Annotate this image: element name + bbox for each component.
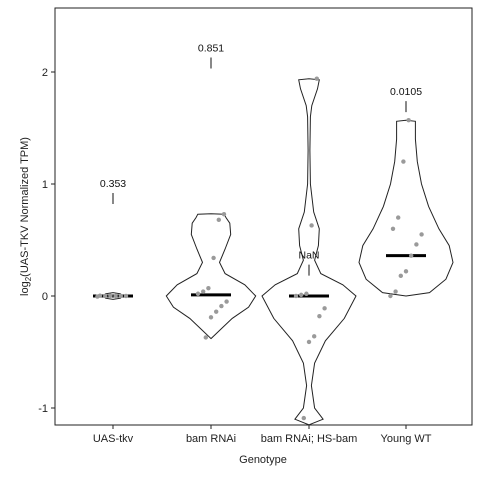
points-layer bbox=[95, 76, 424, 421]
data-point bbox=[409, 253, 414, 258]
data-point bbox=[403, 269, 409, 274]
x-tick-label: bam RNAi bbox=[186, 433, 236, 445]
data-point bbox=[103, 293, 108, 299]
y-tick-label: -1 bbox=[38, 403, 48, 415]
data-point bbox=[123, 293, 129, 299]
data-point bbox=[293, 293, 299, 299]
y-tick-label: 1 bbox=[42, 179, 48, 191]
data-point bbox=[201, 289, 206, 294]
data-point bbox=[299, 292, 304, 298]
p-value-label: 0.0105 bbox=[390, 86, 422, 98]
data-point bbox=[108, 293, 113, 298]
data-point bbox=[312, 334, 317, 339]
data-point bbox=[214, 309, 219, 314]
violin-shape bbox=[261, 78, 357, 426]
data-point bbox=[401, 159, 406, 164]
data-point bbox=[314, 76, 319, 81]
p-value-label: 0.851 bbox=[198, 42, 224, 54]
data-point bbox=[219, 303, 224, 309]
data-point bbox=[208, 315, 214, 320]
p-value-label: 0.353 bbox=[100, 178, 126, 190]
x-axis: UAS-tkv bam RNAi bam RNAi; HS-bam Young WT bbox=[93, 425, 432, 445]
data-point bbox=[398, 273, 403, 279]
annotations-layer: 0.353 0.851 NaN 0.0105 bbox=[100, 42, 422, 276]
panel-border bbox=[54, 7, 473, 426]
data-point bbox=[221, 212, 227, 217]
data-point bbox=[97, 293, 103, 298]
y-tick-label: 2 bbox=[42, 67, 48, 79]
y-axis: -1 0 1 2 bbox=[38, 67, 55, 415]
data-point bbox=[322, 306, 327, 311]
data-point bbox=[317, 313, 322, 319]
data-point bbox=[113, 293, 118, 299]
data-point bbox=[393, 289, 398, 294]
data-point bbox=[396, 215, 401, 220]
data-point bbox=[206, 285, 211, 291]
data-point bbox=[304, 291, 309, 296]
data-point bbox=[211, 255, 216, 261]
data-point bbox=[406, 117, 411, 123]
p-value-label: NaN bbox=[298, 250, 319, 262]
violins-layer bbox=[103, 78, 454, 426]
data-point bbox=[224, 299, 229, 304]
y-tick-label: 0 bbox=[42, 291, 48, 303]
data-point bbox=[414, 242, 419, 247]
data-point bbox=[301, 415, 306, 421]
x-tick-label: UAS-tkv bbox=[93, 433, 134, 445]
y-axis-title: log2(UAS-TKV Normalized TPM) bbox=[19, 137, 33, 296]
x-tick-label: bam RNAi; HS-bam bbox=[261, 433, 358, 445]
data-point bbox=[388, 293, 393, 299]
x-tick-label: Young WT bbox=[381, 433, 432, 445]
data-point bbox=[309, 223, 314, 228]
data-point bbox=[390, 226, 396, 231]
data-point bbox=[419, 232, 424, 237]
violin-shape bbox=[358, 119, 454, 297]
data-point bbox=[118, 293, 124, 299]
data-point bbox=[203, 335, 208, 340]
violin-shape bbox=[165, 213, 257, 340]
data-point bbox=[306, 339, 312, 345]
x-axis-title: Genotype bbox=[239, 454, 287, 466]
data-point bbox=[216, 217, 221, 223]
data-point bbox=[195, 291, 201, 296]
